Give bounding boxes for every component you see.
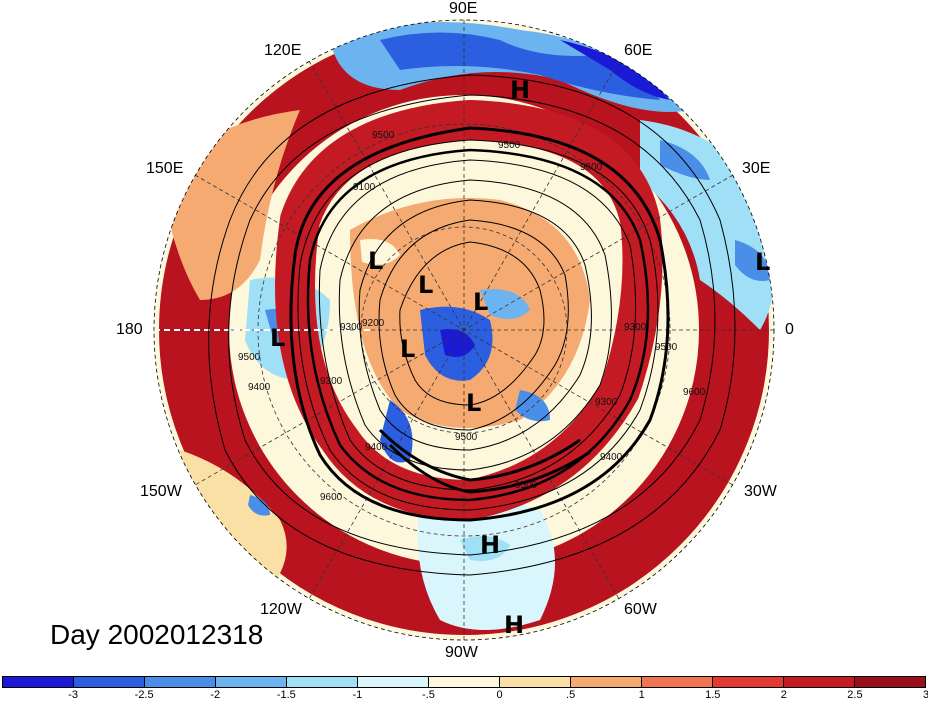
contour-value: 9300 [340, 322, 363, 333]
lon-label-60w: 60W [624, 601, 657, 618]
lon-label-120w: 120W [260, 601, 302, 618]
colorbar-tick-label: -1 [352, 689, 363, 701]
colorbar-segment [216, 677, 287, 687]
colorbar-segment [74, 677, 145, 687]
lon-label-0: 0 [785, 321, 794, 338]
low-pressure-marker: L [473, 288, 489, 316]
lon-label-30e: 30E [742, 160, 771, 177]
contour-value: 9400 [365, 442, 388, 453]
colorbar-tick-label: 1.5 [705, 689, 721, 701]
colorbar-tick-label: 2.5 [847, 689, 863, 701]
contour-value: 9100 [353, 182, 376, 193]
contour-value: 9200 [362, 318, 385, 329]
colorbar-tick-label: -.5 [422, 689, 435, 701]
contour-value: 9500 [238, 352, 261, 363]
low-pressure-marker: L [418, 271, 434, 299]
lon-label-120e: 120E [264, 42, 302, 59]
lon-label-180: 180 [116, 321, 143, 338]
colorbar-segment [784, 677, 855, 687]
low-pressure-marker: L [755, 248, 771, 276]
colorbar-tick-label: .5 [566, 689, 576, 701]
colorbar-segment [429, 677, 500, 687]
low-pressure-marker: L [368, 247, 384, 275]
colorbar-segment [287, 677, 358, 687]
colorbar-segment [642, 677, 713, 687]
colorbar-tick-label: -3 [68, 689, 78, 701]
lon-label-30w: 30W [744, 483, 777, 500]
colorbar-tick-label: -2.5 [134, 689, 154, 701]
high-pressure-marker: H [504, 611, 525, 639]
colorbar-segment [145, 677, 216, 687]
lon-label-60e: 60E [624, 42, 653, 59]
low-pressure-marker: L [400, 335, 416, 363]
colorbar-tick-label: 2 [780, 689, 787, 701]
colorbar-ticks: -3 -2.5 -2 -1.5 -1 -.5 0 .5 1 1.5 2 2.5 3 [0, 689, 928, 703]
contour-value: 9300 [595, 397, 618, 408]
contour-value: 9400 [600, 452, 623, 463]
colorbar-segment [855, 677, 925, 687]
lon-label-150w: 150W [140, 483, 182, 500]
colorbar-tick-label: 1 [638, 689, 645, 701]
contour-value: 9600 [580, 162, 603, 173]
height-contours [208, 74, 736, 576]
contour-labels: 9500 9500 9100 9600 9300 9400 9300 9500 … [238, 130, 706, 503]
colorbar [2, 676, 926, 688]
colorbar-segment [500, 677, 571, 687]
colorbar-segment [358, 677, 429, 687]
contour-value: 9300 [320, 376, 343, 387]
colorbar-segment [3, 677, 74, 687]
lon-label-90e: 90E [449, 0, 478, 17]
contour-value: 9600 [320, 492, 343, 503]
high-pressure-marker: H [480, 531, 501, 559]
lon-label-90w: 90W [445, 644, 478, 661]
colorbar-segment [713, 677, 784, 687]
colorbar-segment [571, 677, 642, 687]
contour-value: 9600 [683, 387, 706, 398]
graticule [154, 20, 774, 640]
map-boundary [153, 19, 775, 641]
colorbar-tick-label: 3 [922, 689, 928, 701]
contour-value: 9500 [372, 130, 395, 141]
colorbar-tick-label: -2 [210, 689, 221, 701]
lon-label-150e: 150E [146, 160, 184, 177]
colorbar-tick-label: -1.5 [276, 689, 296, 701]
contour-value: 9500 [515, 480, 538, 491]
contour-value: 9500 [455, 432, 478, 443]
colorbar-tick-label: 0 [496, 689, 503, 701]
high-pressure-marker: H [510, 76, 531, 104]
low-pressure-marker: L [466, 389, 482, 417]
contour-value: 9300 [624, 322, 647, 333]
low-pressure-marker: L [270, 324, 286, 352]
date-label: Day 2002012318 [50, 619, 264, 650]
contour-value: 9500 [655, 342, 678, 353]
contour-value: 9400 [248, 382, 271, 393]
contour-value: 9500 [498, 140, 521, 151]
